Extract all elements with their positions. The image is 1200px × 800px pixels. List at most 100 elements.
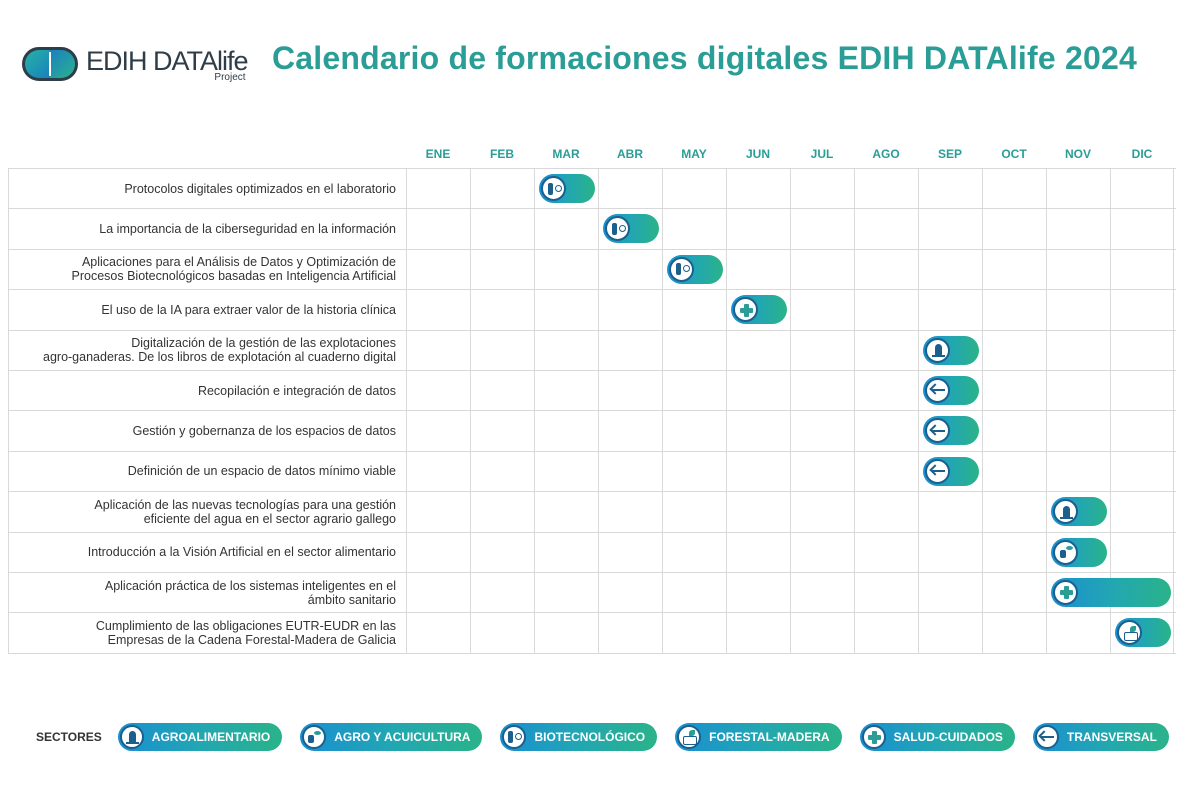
calendar-cell xyxy=(790,330,854,370)
training-bar[interactable] xyxy=(667,254,723,284)
calendar-cell xyxy=(470,169,534,209)
fish-icon xyxy=(302,725,327,749)
calendar-cell xyxy=(854,492,918,532)
legend-item-salud: SALUD-CUIDADOS xyxy=(859,723,1015,751)
month-ene: ENE xyxy=(425,147,451,161)
calendar-cell xyxy=(982,330,1046,370)
training-label: Protocolos digitales optimizados en el l… xyxy=(8,169,406,209)
month-header: ENE FEB MAR ABR MAY JUN JUL AGO SEP OCT NOV DIC xyxy=(406,142,1174,168)
calendar-cell xyxy=(726,330,790,370)
calendar-cell xyxy=(1110,209,1174,249)
calendar-cell xyxy=(470,532,534,572)
calendar-cell xyxy=(918,411,982,451)
calendar-cell xyxy=(406,209,470,249)
calendar-cell xyxy=(918,290,982,330)
training-bar[interactable] xyxy=(731,295,787,325)
calendar-cell xyxy=(790,209,854,249)
calendar-cell xyxy=(534,330,598,370)
calendar-cell xyxy=(982,290,1046,330)
training-bar[interactable] xyxy=(1051,537,1107,567)
training-row: Definición de un espacio de datos mínimo… xyxy=(8,451,1176,493)
calendar-cell xyxy=(1046,290,1110,330)
training-bar[interactable] xyxy=(603,214,659,244)
calendar-cell xyxy=(598,169,662,209)
logo: EDIH DATAlife Project xyxy=(22,44,252,84)
calendar-cell xyxy=(598,451,662,492)
calendar-cell xyxy=(1046,370,1110,411)
legend-label: AGROALIMENTARIO xyxy=(151,730,271,744)
calendar-cell xyxy=(534,370,598,411)
calendar-cell xyxy=(406,290,470,330)
legend-label: AGRO Y ACUICULTURA xyxy=(334,730,471,744)
test-tube-icon xyxy=(541,176,566,201)
calendar-cell xyxy=(1110,411,1174,451)
calendar-cell xyxy=(918,370,982,411)
calendar-cell xyxy=(1110,613,1174,653)
training-row: Introducción a la Visión Artificial en e… xyxy=(8,532,1176,573)
calendar-cell xyxy=(790,451,854,492)
training-bar[interactable] xyxy=(1051,497,1107,527)
calendar-cell xyxy=(790,492,854,532)
calendar-cell xyxy=(534,492,598,532)
calendar-cell xyxy=(470,411,534,451)
test-tube-icon xyxy=(669,256,694,282)
calendar-cell xyxy=(598,249,662,290)
calendar-cell xyxy=(790,169,854,209)
calendar-cell xyxy=(854,532,918,572)
calendar-cell xyxy=(534,169,598,209)
training-bar[interactable] xyxy=(923,456,979,486)
training-bar[interactable] xyxy=(1051,577,1171,607)
training-label: Cumplimiento de las obligaciones EUTR-EU… xyxy=(8,613,406,653)
calendar-cell xyxy=(470,209,534,249)
calendar-cell xyxy=(918,209,982,249)
calendar-cell xyxy=(1046,451,1110,492)
calendar-cell xyxy=(1046,532,1110,572)
calendar-cell xyxy=(726,411,790,451)
calendar-cell xyxy=(598,209,662,249)
legend-item-forest: FORESTAL-MADERA xyxy=(675,723,842,751)
training-bar[interactable] xyxy=(1115,618,1171,648)
month-jul: JUL xyxy=(810,147,834,161)
month-oct: OCT xyxy=(1001,147,1027,161)
calendar-cell xyxy=(982,411,1046,451)
calendar-cell xyxy=(662,492,726,532)
calendar-cell xyxy=(1110,330,1174,370)
logo-sub: Project xyxy=(214,72,246,83)
calendar-cell xyxy=(854,330,918,370)
calendar-cell xyxy=(662,169,726,209)
training-row: El uso de la IA para extraer valor de la… xyxy=(8,290,1176,331)
calendar-cell xyxy=(1046,330,1110,370)
calendar-cell xyxy=(854,290,918,330)
calendar-cell xyxy=(534,290,598,330)
wheat-icon xyxy=(1053,499,1078,525)
training-bar[interactable] xyxy=(923,335,979,365)
legend-item-bio: BIOTECNOLÓGICO xyxy=(500,723,658,751)
calendar-cell xyxy=(406,572,470,613)
calendar-cell xyxy=(918,532,982,572)
calendar-cell xyxy=(918,451,982,492)
calendar-cell xyxy=(726,290,790,330)
calendar-cell xyxy=(982,209,1046,249)
calendar-cell xyxy=(1110,370,1174,411)
calendar-cell xyxy=(726,572,790,613)
month-may: MAY xyxy=(681,147,707,161)
training-bar[interactable] xyxy=(923,375,979,405)
calendar-cell xyxy=(406,249,470,290)
month-jun: JUN xyxy=(745,147,770,161)
calendar-cell xyxy=(406,451,470,492)
training-row: Aplicación de las nuevas tecnologías par… xyxy=(8,492,1176,533)
training-bar[interactable] xyxy=(539,174,595,203)
calendar-cell xyxy=(854,209,918,249)
training-bar[interactable] xyxy=(923,416,979,446)
arrows-icon xyxy=(925,418,950,444)
calendar-cell xyxy=(1110,249,1174,290)
calendar-cell xyxy=(662,249,726,290)
calendar-cell xyxy=(1046,209,1110,249)
medical-cross-icon xyxy=(733,297,758,323)
training-label: Aplicación práctica de los sistemas inte… xyxy=(8,572,406,613)
calendar-cell xyxy=(726,532,790,572)
brain-logo-icon xyxy=(22,47,78,81)
calendar-cell xyxy=(534,209,598,249)
training-label: Definición de un espacio de datos mínimo… xyxy=(8,451,406,492)
calendar-cell xyxy=(406,411,470,451)
